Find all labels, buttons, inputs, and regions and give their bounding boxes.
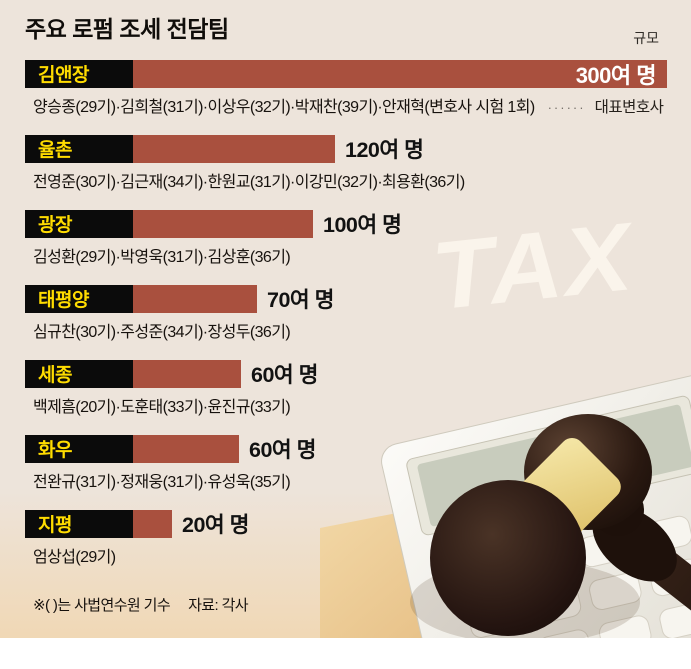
firm-members: 양승종(29기)·김희철(31기)·이상우(32기)·박재찬(39기)·안재혁(…: [33, 98, 535, 116]
content: 주요 로펌 조세 전담팀 규모 김앤장 300여 명 양승종(29기)·김희철(…: [25, 16, 667, 615]
firm-count-outside: 100여 명: [323, 213, 402, 238]
firm-count-outside: 120여 명: [345, 138, 424, 163]
footnote: ※( )는 사법연수원 기수 자료: 각사: [33, 594, 667, 615]
infographic-canvas: TAX: [0, 0, 691, 638]
firm-label-box: 지평: [25, 509, 133, 538]
firm-label: 광장: [38, 215, 72, 237]
firm-members: 백제흠(20기)·도훈태(33기)·윤진규(33기): [33, 398, 291, 416]
firm-bar-line: 김앤장 300여 명: [25, 59, 667, 88]
gavel: [430, 414, 691, 638]
firm-members: 엄상섭(29기): [33, 548, 116, 566]
firm-list: 김앤장 300여 명 양승종(29기)·김희철(31기)·이상우(32기)·박재…: [25, 59, 667, 568]
firm-row: 김앤장 300여 명 양승종(29기)·김희철(31기)·이상우(32기)·박재…: [25, 59, 667, 118]
firm-count-outside: 20여 명: [182, 513, 249, 538]
firm-bar: 세종: [25, 359, 241, 388]
firm-row: 광장 100여 명 김성환(29기)·박영욱(31기)·김상훈(36기): [25, 209, 667, 268]
firm-count-outside: 60여 명: [249, 438, 316, 463]
firm-label-box: 화우: [25, 434, 133, 463]
firm-members-row: 전완규(31기)·정재웅(31기)·유성욱(35기): [33, 473, 667, 493]
firm-bar-line: 세종 60여 명: [25, 359, 667, 388]
firm-row: 화우 60여 명 전완규(31기)·정재웅(31기)·유성욱(35기): [25, 434, 667, 493]
firm-bar-line: 광장 100여 명: [25, 209, 667, 238]
firm-members-row: 엄상섭(29기): [33, 548, 667, 568]
firm-members: 전영준(30기)·김근재(34기)·한원교(31기)·이강민(32기)·최용환(…: [33, 173, 465, 191]
footnote-source: 자료: 각사: [188, 596, 249, 614]
firm-bar-line: 지평 20여 명: [25, 509, 667, 538]
firm-label: 지평: [38, 515, 72, 537]
footnote-note: ※( )는 사법연수원 기수: [33, 596, 171, 614]
firm-bar: 율촌: [25, 134, 335, 163]
firm-row: 태평양 70여 명 심규찬(30기)·주성준(34기)·장성두(36기): [25, 284, 667, 343]
firm-members-row: 전영준(30기)·김근재(34기)·한원교(31기)·이강민(32기)·최용환(…: [33, 173, 667, 193]
firm-bar: 화우: [25, 434, 239, 463]
scale-label: 규모: [633, 29, 659, 46]
leader-dots: ······: [547, 99, 586, 115]
firm-bar-line: 율촌 120여 명: [25, 134, 667, 163]
firm-bar-line: 화우 60여 명: [25, 434, 667, 463]
firm-members-row: 심규찬(30기)·주성준(34기)·장성두(36기): [33, 323, 667, 343]
firm-members: 김성환(29기)·박영욱(31기)·김상훈(36기): [33, 248, 291, 266]
leader-note: ······ 대표변호사: [535, 98, 664, 118]
header: 주요 로펌 조세 전담팀 규모: [25, 16, 667, 46]
firm-bar: 태평양: [25, 284, 257, 313]
leader-label: 대표변호사: [594, 98, 664, 116]
gavel-head-face: [430, 480, 586, 636]
firm-label-box: 김앤장: [25, 59, 133, 88]
firm-row: 율촌 120여 명 전영준(30기)·김근재(34기)·한원교(31기)·이강민…: [25, 134, 667, 193]
page-title: 주요 로펌 조세 전담팀: [25, 16, 229, 42]
firm-count-outside: 60여 명: [251, 363, 318, 388]
calculator-gavel-photo: 0 00: [320, 354, 691, 638]
firm-label: 율촌: [38, 140, 72, 162]
firm-row: 세종 60여 명 백제흠(20기)·도훈태(33기)·윤진규(33기): [25, 359, 667, 418]
firm-label: 태평양: [38, 290, 89, 312]
firm-members: 전완규(31기)·정재웅(31기)·유성욱(35기): [33, 473, 291, 491]
firm-label-box: 율촌: [25, 134, 133, 163]
firm-label: 화우: [38, 440, 72, 462]
firm-label: 세종: [38, 365, 72, 387]
firm-members-row: 김성환(29기)·박영욱(31기)·김상훈(36기): [33, 248, 667, 268]
firm-count-outside: 70여 명: [267, 288, 334, 313]
firm-bar: 광장: [25, 209, 313, 238]
firm-bar: 지평: [25, 509, 172, 538]
firm-bar: 김앤장 300여 명: [25, 59, 667, 88]
firm-members-row: 백제흠(20기)·도훈태(33기)·윤진규(33기): [33, 398, 667, 418]
firm-row: 지평 20여 명 엄상섭(29기): [25, 509, 667, 568]
firm-members: 심규찬(30기)·주성준(34기)·장성두(36기): [33, 323, 291, 341]
firm-label-box: 광장: [25, 209, 133, 238]
firm-label-box: 세종: [25, 359, 133, 388]
firm-count-inside: 300여 명: [575, 62, 657, 88]
firm-label-box: 태평양: [25, 284, 133, 313]
firm-members-row: 양승종(29기)·김희철(31기)·이상우(32기)·박재찬(39기)·안재혁(…: [33, 98, 667, 118]
firm-bar-line: 태평양 70여 명: [25, 284, 667, 313]
firm-label: 김앤장: [38, 65, 89, 87]
